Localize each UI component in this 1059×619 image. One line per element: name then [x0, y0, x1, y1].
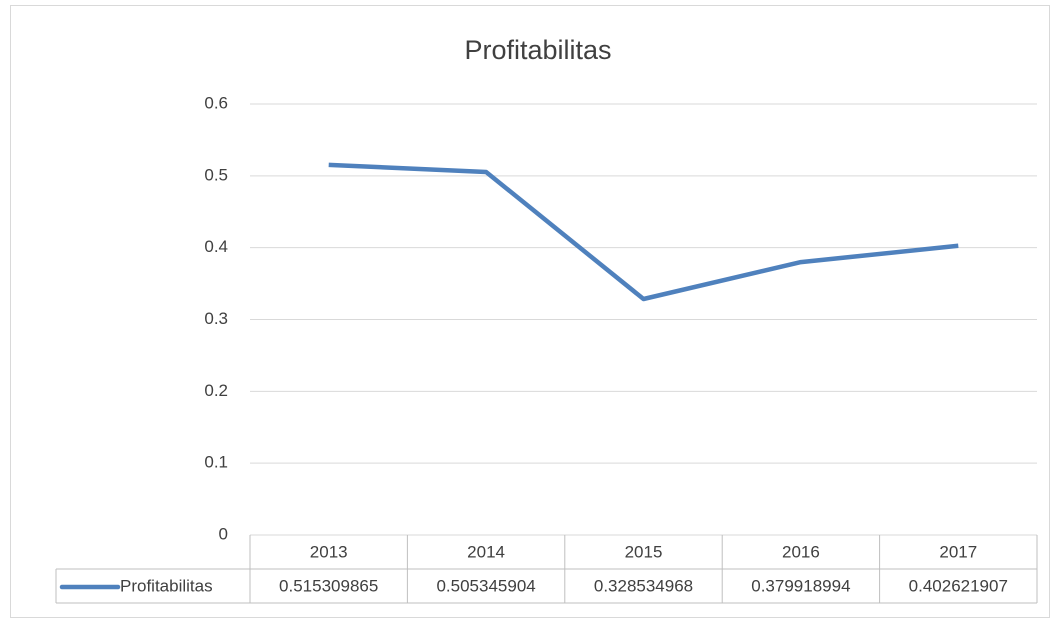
y-tick-label: 0.3 — [204, 309, 228, 328]
y-tick-label: 0.1 — [204, 453, 228, 472]
x-tick-label: 2014 — [467, 542, 505, 561]
series-line — [328, 162, 959, 302]
y-tick-label: 0.4 — [204, 237, 228, 256]
x-tick-label: 2015 — [625, 542, 663, 561]
table-value: 0.505345904 — [436, 576, 535, 595]
x-tick-label: 2017 — [939, 542, 977, 561]
y-tick-label: 0.2 — [204, 381, 228, 400]
y-tick-label: 0 — [219, 524, 228, 543]
chart-border — [10, 5, 1050, 618]
legend-label: Profitabilitas — [120, 576, 213, 595]
table-value: 0.515309865 — [279, 576, 378, 595]
chart-title: Profitabilitas — [464, 35, 611, 65]
table-value: 0.328534968 — [594, 576, 693, 595]
y-tick-label: 0.6 — [204, 93, 228, 112]
x-tick-label: 2016 — [782, 542, 820, 561]
table-value: 0.402621907 — [909, 576, 1008, 595]
x-tick-label: 2013 — [310, 542, 348, 561]
y-tick-label: 0.5 — [204, 165, 228, 184]
table-value: 0.379918994 — [751, 576, 850, 595]
